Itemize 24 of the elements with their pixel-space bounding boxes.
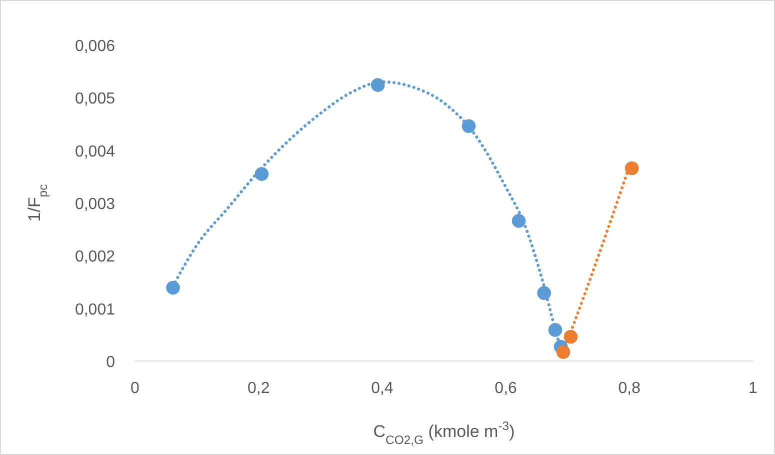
point <box>166 280 180 295</box>
x-tick-label: 1 <box>748 380 758 397</box>
y-tick-label: 0,004 <box>74 143 116 160</box>
point <box>564 330 578 344</box>
point <box>512 214 526 228</box>
x-axis-title: C$_{CO2,G}$ (kmole m$^{-3}$) <box>373 419 515 447</box>
point <box>370 78 385 92</box>
y-tick-label: 0,003 <box>74 196 116 213</box>
x-tick-label: 0,4 <box>371 380 394 397</box>
y-tick-label: 0 <box>106 354 116 371</box>
point <box>462 119 476 134</box>
point <box>537 286 552 300</box>
x-tick-label: 0,2 <box>247 380 270 397</box>
x-tick-label: 0,8 <box>618 380 641 397</box>
point <box>254 167 269 181</box>
x-tick-label: 0,6 <box>494 380 518 397</box>
point <box>548 323 562 337</box>
y-tick-label: 0,001 <box>74 301 116 318</box>
y-tick-label: 0,002 <box>74 248 116 266</box>
y-tick-label: 0,005 <box>74 90 116 108</box>
x-tick-label: 0 <box>130 380 140 397</box>
point <box>624 161 639 176</box>
point <box>556 345 570 359</box>
y-tick-label: 0,006 <box>74 38 116 55</box>
